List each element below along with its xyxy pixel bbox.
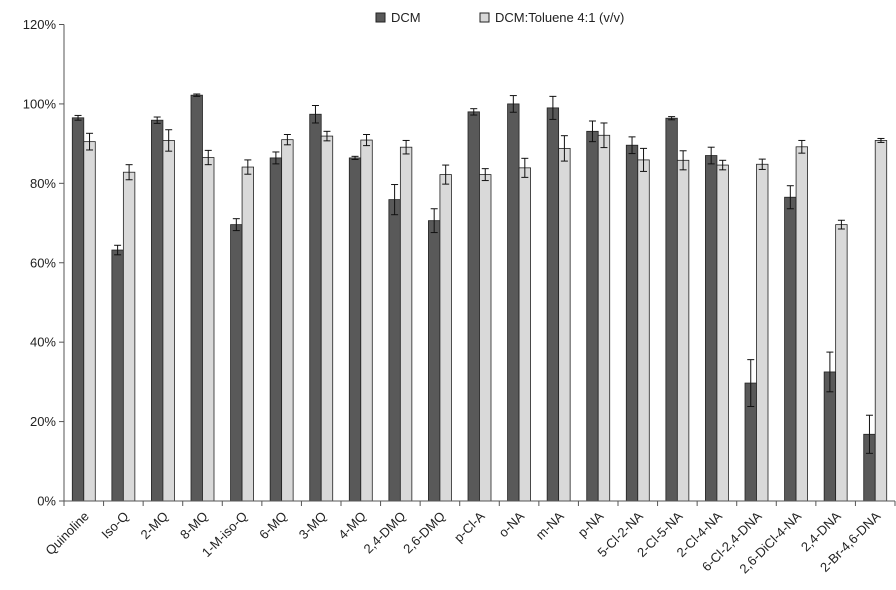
bar-dcm-o-na	[507, 103, 520, 502]
bar-dcm-toluene-4-1-v-v-quinoline	[83, 141, 96, 502]
bar-dcm-toluene-4-1-v-v-p-cl-a	[479, 174, 492, 502]
bar-dcm-toluene-4-1-v-v-6-mq	[281, 139, 294, 502]
legend: DCM DCM:Toluene 4:1 (v/v)	[375, 10, 624, 25]
x-tick-label-iso-q: Iso-Q	[98, 509, 131, 542]
y-tick-label: 120%	[23, 17, 57, 32]
y-tick-label: 20%	[30, 414, 56, 429]
x-tick-label-p-na: p-NA	[575, 508, 607, 540]
bar-dcm-toluene-4-1-v-v-6-cl-2-4-dna	[756, 163, 769, 502]
x-tick-label-4-mq: 4-MQ	[335, 509, 369, 543]
error-bars	[74, 93, 885, 454]
bar-dcm-toluene-4-1-v-v-p-na	[597, 134, 611, 502]
bar-dcm-p-cl-a	[467, 111, 480, 502]
x-tick-label-3-mq: 3-MQ	[296, 509, 330, 543]
y-tick-label: 80%	[30, 176, 56, 191]
x-tick-label-quinoline: Quinoline	[42, 509, 91, 558]
x-tick-label-p-cl-a: p-Cl-A	[451, 508, 488, 545]
y-axis: 0% 20% 40% 60% 80% 100% 120%	[23, 17, 65, 509]
y-tick-label: 40%	[30, 335, 56, 350]
bar-dcm-toluene-4-1-v-v-8-mq	[202, 157, 215, 502]
bar-dcm-1-m-iso-q	[230, 224, 243, 502]
bars	[71, 94, 888, 502]
bar-dcm-toluene-4-1-v-v-4-mq	[360, 139, 373, 502]
x-tick-label-8-mq: 8-MQ	[177, 509, 211, 543]
bar-dcm-p-na	[586, 130, 599, 502]
bar-dcm-5-cl-2-na	[625, 144, 639, 502]
x-tick-label-m-na: m-NA	[533, 508, 567, 542]
x-tick-label-2-6-dmq: 2,6-DMQ	[400, 509, 448, 557]
y-tick-label: 0%	[37, 494, 56, 509]
bar-dcm-2-cl-4-na	[705, 155, 718, 502]
bar-dcm-2-6-dicl-4-na	[784, 196, 797, 502]
y-tick-label: 100%	[23, 96, 57, 111]
legend-label-dcm: DCM	[391, 10, 421, 25]
bar-dcm-toluene-4-1-v-v-2-cl-4-na	[716, 164, 729, 502]
bar-dcm-2-4-dmq	[388, 199, 401, 502]
x-tick-label-o-na: o-NA	[496, 508, 528, 540]
bar-dcm-toluene-4-1-v-v-iso-q	[122, 171, 136, 502]
bar-dcm-quinoline	[71, 117, 85, 502]
bar-dcm-2-mq	[151, 119, 164, 502]
bar-dcm-toluene-4-1-v-v-o-na	[518, 167, 531, 502]
bar-dcm-2-6-dmq	[428, 220, 441, 502]
bar-dcm-6-mq	[269, 157, 283, 502]
bar-dcm-iso-q	[111, 249, 124, 502]
y-tick-label: 60%	[30, 255, 56, 270]
bar-dcm-8-mq	[190, 94, 203, 502]
bar-dcm-toluene-4-1-v-v-2-6-dicl-4-na	[795, 146, 808, 502]
legend-swatch-dcm-toluene	[479, 12, 490, 23]
legend-swatch-dcm	[375, 12, 386, 23]
x-tick-label-2-mq: 2-MQ	[137, 509, 171, 543]
bar-dcm-m-na	[546, 107, 560, 502]
bar-dcm-toluene-4-1-v-v-3-mq	[320, 135, 334, 502]
bar-dcm-toluene-4-1-v-v-2-cl-5-na	[676, 159, 690, 502]
bar-dcm-toluene-4-1-v-v-2-mq	[162, 140, 175, 502]
x-tick-label-6-mq: 6-MQ	[256, 509, 290, 543]
legend-label-dcm-toluene: DCM:Toluene 4:1 (v/v)	[495, 10, 624, 25]
x-axis: Quinoline Iso-Q 2-MQ 8-MQ1-M-iso-Q 6-MQ 3-MQ 4…	[42, 500, 896, 576]
bar-dcm-4-mq	[348, 157, 362, 502]
bar-dcm-3-mq	[309, 113, 322, 502]
bar-dcm-toluene-4-1-v-v-m-na	[558, 147, 571, 502]
bar-dcm-toluene-4-1-v-v-2-4-dmq	[399, 146, 413, 502]
bar-dcm-toluene-4-1-v-v-2-br-4-6-dna	[874, 140, 888, 502]
bar-dcm-toluene-4-1-v-v-5-cl-2-na	[637, 159, 650, 502]
x-tick-label-2-4-dmq: 2,4-DMQ	[361, 509, 409, 557]
bar-dcm-2-cl-5-na	[665, 117, 678, 502]
bar-dcm-toluene-4-1-v-v-2-4-dna	[835, 224, 848, 502]
bar-dcm-toluene-4-1-v-v-2-6-dmq	[439, 174, 452, 502]
bar-dcm-toluene-4-1-v-v-1-m-iso-q	[241, 166, 254, 502]
